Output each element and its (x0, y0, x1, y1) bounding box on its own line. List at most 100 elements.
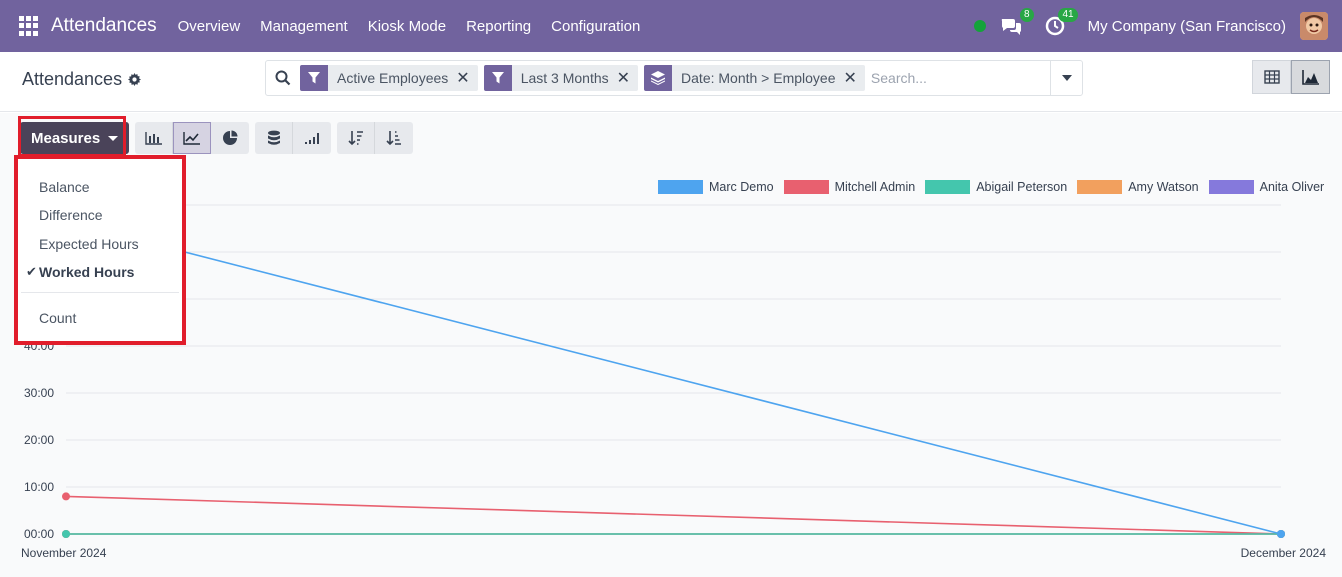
remove-facet-icon[interactable]: ✕ (616, 70, 631, 87)
facet-last-3-months: Last 3 Months ✕ (483, 65, 639, 91)
line-chart-icon (183, 132, 201, 145)
data-point[interactable] (1277, 530, 1285, 538)
legend-swatch (658, 180, 703, 194)
sort-descending-button[interactable] (337, 122, 376, 154)
gear-icon[interactable] (128, 73, 142, 86)
stacked-button[interactable] (255, 122, 294, 154)
search-input[interactable] (870, 65, 1051, 91)
top-navbar: Attendances Overview Management Kiosk Mo… (0, 0, 1342, 52)
sort-group (337, 122, 414, 154)
control-panel: Attendances Active Employees ✕ Last 3 Mo… (0, 52, 1342, 112)
sort-descending-icon (348, 131, 363, 146)
legend-swatch (1077, 180, 1123, 194)
chart-options-group (255, 122, 332, 154)
view-switcher (1252, 60, 1330, 94)
bar-chart-button[interactable] (135, 122, 174, 154)
data-point[interactable] (62, 492, 70, 501)
measure-worked-hours[interactable]: Worked Hours (39, 264, 135, 280)
search-options-toggle[interactable] (1050, 61, 1082, 95)
check-icon: ✔ (26, 264, 37, 279)
remove-facet-icon[interactable]: ✕ (843, 70, 857, 87)
sort-ascending-button[interactable] (375, 122, 414, 154)
legend-label: Anita Oliver (1259, 180, 1325, 194)
search-bar: Active Employees ✕ Last 3 Months ✕ Date:… (265, 60, 1083, 96)
legend-label: Marc Demo (709, 180, 774, 194)
breadcrumb: Attendances (22, 69, 142, 90)
menu-management[interactable]: Management (260, 17, 348, 35)
legend-label: Amy Watson (1128, 180, 1199, 194)
database-stack-icon (267, 130, 280, 145)
facet-label: Date: Month > Employee (681, 70, 836, 86)
activities-badge: 41 (1058, 8, 1078, 22)
facet-group-by: Date: Month > Employee ✕ (644, 65, 865, 91)
y-tick-label: 00:00 (24, 527, 54, 541)
measure-count[interactable]: Count (39, 310, 77, 326)
presence-status-icon (973, 20, 986, 32)
measure-expected-hours[interactable]: Expected Hours (39, 236, 139, 252)
pivot-view-button[interactable] (1252, 60, 1291, 94)
legend-label: Mitchell Admin (834, 180, 916, 194)
app-title[interactable]: Attendances (51, 15, 157, 36)
y-tick-label: 30:00 (24, 386, 54, 400)
main-menu: Overview Management Kiosk Mode Reporting… (178, 18, 661, 35)
legend-item-mitchell-admin[interactable]: Mitchell Admin (783, 180, 916, 194)
menu-overview[interactable]: Overview (177, 17, 241, 35)
area-chart-icon (1301, 70, 1319, 85)
chart-legend: Marc Demo Mitchell Admin Abigail Peterso… (658, 180, 1334, 194)
group-by-icon (644, 65, 673, 91)
graph-view-button[interactable] (1291, 60, 1330, 94)
bar-chart-icon (145, 132, 162, 145)
sort-ascending-icon (386, 131, 402, 146)
legend-item-marc-demo[interactable]: Marc Demo (658, 180, 774, 194)
search-icon[interactable] (266, 70, 300, 86)
y-tick-label: 20:00 (24, 433, 54, 447)
legend-swatch (783, 180, 829, 194)
company-switcher[interactable]: My Company (San Francisco) (1087, 17, 1286, 35)
data-point[interactable] (62, 530, 70, 538)
legend-swatch (925, 180, 971, 194)
table-icon (1263, 70, 1280, 84)
x-tick-label: December 2024 (1241, 546, 1327, 560)
facet-label: Active Employees (337, 70, 449, 86)
measure-difference[interactable]: Difference (39, 207, 103, 223)
y-tick-label: 10:00 (24, 480, 54, 494)
dropdown-divider (21, 292, 179, 293)
measures-label: Measures (31, 129, 101, 147)
app-menu-icon[interactable] (19, 16, 39, 36)
caret-down-icon (108, 135, 119, 141)
user-avatar[interactable] (1300, 12, 1328, 40)
graph-toolbar: Measures (20, 122, 414, 154)
facet-label: Last 3 Months (520, 70, 609, 86)
x-tick-label: November 2024 (21, 546, 107, 560)
pie-chart-button[interactable] (211, 122, 250, 154)
page-title: Attendances (22, 69, 123, 89)
filter-icon (483, 65, 512, 91)
legend-item-amy-watson[interactable]: Amy Watson (1077, 180, 1199, 194)
remove-facet-icon[interactable]: ✕ (456, 70, 470, 87)
menu-configuration[interactable]: Configuration (551, 17, 641, 35)
activities-clock-icon[interactable]: 41 (1044, 8, 1078, 37)
legend-label: Abigail Peterson (976, 180, 1068, 194)
legend-swatch (1208, 180, 1254, 194)
caret-down-icon (1061, 75, 1072, 81)
cumulative-icon (305, 133, 320, 144)
measures-dropdown: Balance Difference Expected Hours ✔ Work… (14, 155, 186, 345)
filter-icon (300, 65, 328, 91)
cumulative-button[interactable] (293, 122, 332, 154)
series-line-marc-demo (65, 220, 1282, 535)
line-chart-button[interactable] (173, 122, 212, 154)
messages-badge: 8 (1020, 8, 1034, 22)
facet-active-employees: Active Employees ✕ (300, 65, 478, 91)
pie-chart-icon (223, 130, 238, 145)
menu-kiosk-mode[interactable]: Kiosk Mode (367, 17, 447, 35)
legend-item-abigail-peterson[interactable]: Abigail Peterson (925, 180, 1067, 194)
measures-highlight-box (18, 116, 126, 157)
measures-button[interactable]: Measures (20, 122, 130, 154)
measure-balance[interactable]: Balance (39, 179, 90, 195)
menu-reporting[interactable]: Reporting (466, 17, 532, 35)
series-line-mitchell-admin (65, 495, 1282, 535)
messages-icon[interactable]: 8 (1000, 8, 1034, 37)
chart-type-group (135, 122, 250, 154)
legend-item-anita-oliver[interactable]: Anita Oliver (1208, 180, 1325, 194)
